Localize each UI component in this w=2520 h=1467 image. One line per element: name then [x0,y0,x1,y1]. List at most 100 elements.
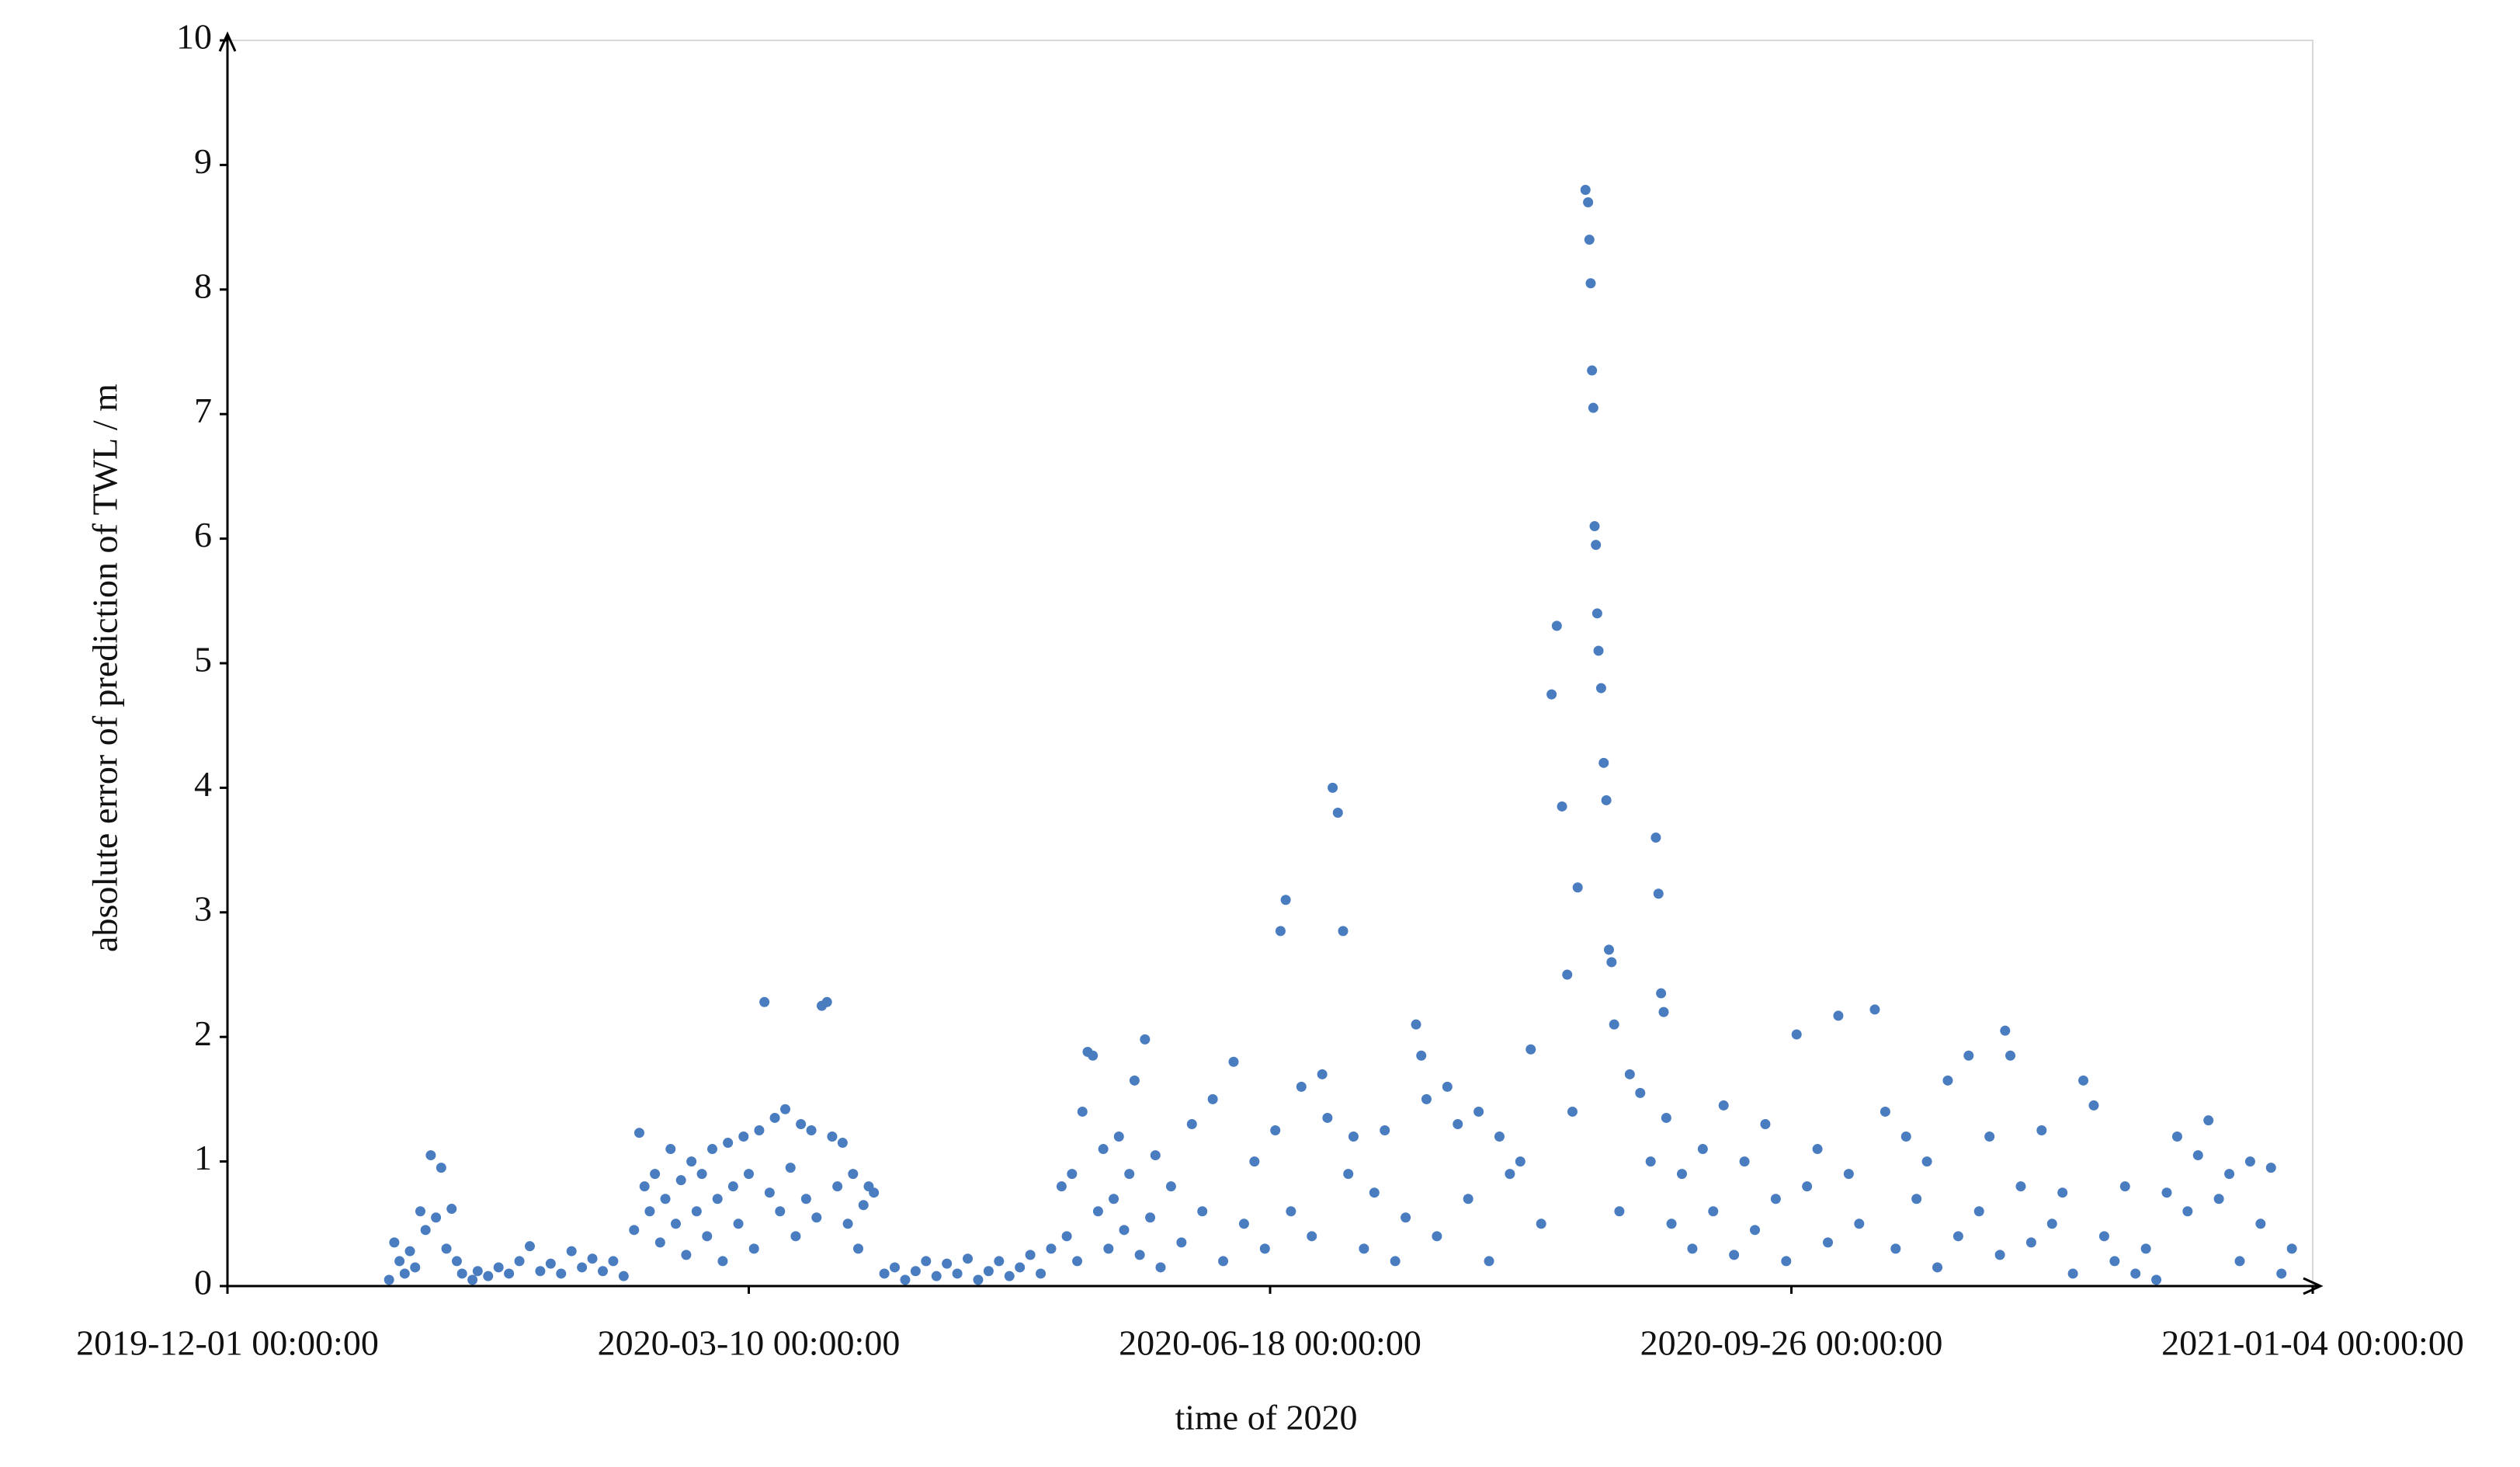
data-point [733,1218,744,1229]
data-point [2192,1150,2203,1161]
data-point [1729,1250,1740,1260]
data-point [1911,1194,1922,1205]
data-point [1207,1093,1218,1104]
y-axis-arrow [218,31,237,52]
data-point [1296,1081,1307,1092]
data-point [1259,1243,1270,1254]
data-point [472,1266,483,1277]
data-point [1606,957,1617,968]
data-point [2255,1218,2266,1229]
data-point [1583,197,1594,208]
data-point [446,1204,457,1215]
data-point [1056,1181,1067,1192]
data-point [1658,1006,1669,1017]
data-point [691,1206,702,1217]
data-point [1760,1118,1771,1129]
data-point [2088,1100,2099,1111]
data-point [764,1187,775,1198]
data-point [639,1181,650,1192]
data-point [827,1132,838,1142]
data-point [1591,608,1602,619]
data-point [842,1218,853,1229]
x-tick-label: 2021-01-04 00:00:00 [2161,1323,2464,1363]
data-point [2025,1237,2036,1248]
data-point [1812,1144,1823,1155]
data-point [681,1250,692,1260]
data-point [921,1256,932,1267]
data-point [436,1163,446,1173]
data-point [1557,801,1567,812]
data-point [1890,1243,1901,1254]
data-point [837,1138,848,1149]
data-point [1536,1218,1546,1229]
data-point [1088,1050,1099,1061]
data-point [1994,1250,2005,1260]
data-point [467,1274,478,1285]
data-point [1249,1156,1260,1167]
data-point [1380,1125,1390,1135]
data-point [1854,1218,1865,1229]
data-point [1275,926,1286,937]
data-point [738,1132,749,1142]
x-tick-label: 2019-12-01 00:00:00 [76,1323,379,1363]
data-point [1453,1118,1463,1129]
data-point [723,1138,734,1149]
data-point [832,1181,843,1192]
data-point [660,1194,671,1205]
data-point [696,1169,707,1180]
data-point [952,1268,963,1279]
data-point [759,996,770,1007]
data-point [1932,1262,1943,1273]
data-point [800,1194,811,1205]
data-point [1328,782,1338,793]
data-point [524,1241,535,1252]
data-point [706,1144,717,1155]
data-point [404,1246,415,1257]
data-point [811,1212,822,1223]
data-point [869,1187,880,1198]
data-point [1572,882,1583,893]
data-point [1624,1069,1635,1079]
data-point [1124,1169,1135,1180]
data-point [1587,365,1598,376]
data-point [910,1266,921,1277]
data-point [712,1194,723,1205]
data-point [1591,540,1602,551]
x-tick-label: 2020-06-18 00:00:00 [1119,1323,1421,1363]
data-point [1092,1206,1103,1217]
data-point [670,1218,681,1229]
data-point [597,1266,608,1277]
data-point [2203,1115,2214,1126]
data-point [1025,1250,1036,1260]
data-point [1150,1150,1161,1161]
data-point [566,1246,577,1257]
data-point [1823,1237,1834,1248]
data-point [1484,1256,1494,1267]
y-tick-label: 6 [194,515,212,554]
data-point [1338,926,1349,937]
data-point [514,1256,525,1267]
data-point [1973,1206,1984,1217]
data-point [1697,1144,1708,1155]
data-point [675,1175,686,1186]
data-point [848,1169,859,1180]
data-point [1119,1225,1130,1236]
data-point [1869,1004,1880,1015]
data-point [1687,1243,1698,1254]
data-point [1077,1106,1088,1117]
data-point [2057,1187,2068,1198]
data-point [389,1237,400,1248]
x-axis-arrow [2303,1277,2324,1295]
y-tick-label: 7 [194,391,212,430]
data-point [853,1243,864,1254]
data-point [1098,1144,1109,1155]
data-point [1307,1231,1317,1242]
data-point [796,1118,807,1129]
data-point [394,1256,405,1267]
data-point [1567,1106,1578,1117]
data-point [1588,402,1598,413]
data-point [942,1258,953,1269]
data-point [1186,1118,1197,1129]
data-point [2078,1075,2089,1086]
